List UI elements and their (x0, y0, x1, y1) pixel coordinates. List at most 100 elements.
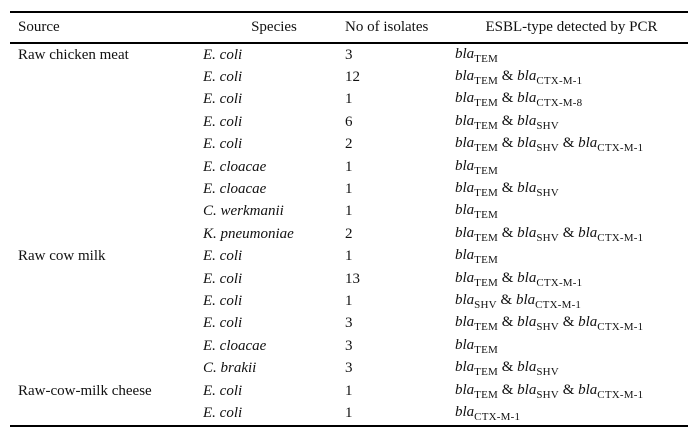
cell-isolates: 1 (345, 158, 353, 175)
col-header-source: Source (10, 12, 203, 44)
cell-source (10, 178, 203, 200)
cell-isolates: 1 (345, 91, 353, 108)
gene-bla: bla (455, 247, 475, 264)
gene-subscript: CTX-M-1 (597, 388, 644, 401)
cell-source (10, 201, 203, 223)
cell-esbl: blaTEM (455, 335, 688, 357)
gene-separator: & (498, 269, 518, 286)
table-row: E. cloacae 3 blaTEM (10, 335, 688, 357)
cell-esbl: blaTEM & blaSHV & blaCTX-M-1 (455, 313, 688, 335)
cell-species: E. cloacae (203, 158, 267, 175)
table-row: C. brakii 3 blaTEM & blaSHV (10, 357, 688, 379)
gene-subscript: CTX-M-1 (597, 231, 644, 244)
gene-subscript: SHV (536, 187, 559, 200)
gene-subscript: SHV (536, 388, 559, 401)
cell-isolates: 1 (345, 203, 353, 220)
table-row: E. coli 1 blaTEM & blaCTX-M-8 (10, 89, 688, 111)
table-row: E. coli 13 blaTEM & blaCTX-M-1 (10, 268, 688, 290)
gene-subscript: CTX-M-1 (536, 276, 583, 289)
gene-subscript: TEM (474, 276, 498, 289)
cell-species: E. cloacae (203, 181, 267, 198)
gene-separator: & (498, 224, 518, 241)
gene-separator: & (498, 381, 518, 398)
cell-source (10, 313, 203, 335)
cell-source (10, 156, 203, 178)
gene-separator: & (558, 314, 579, 331)
table-row: E. coli 3 blaTEM & blaSHV & blaCTX-M-1 (10, 313, 688, 335)
gene-subscript: TEM (474, 231, 498, 244)
gene-bla: bla (455, 180, 475, 197)
cell-esbl: blaTEM (455, 201, 688, 223)
cell-isolates: 13 (345, 270, 360, 287)
cell-species: E. coli (203, 248, 243, 265)
cell-species: E. coli (203, 136, 243, 153)
gene-bla: bla (455, 336, 475, 353)
gene-separator: & (498, 359, 518, 376)
cell-esbl: blaTEM & blaCTX-M-8 (455, 89, 688, 111)
table-row: Raw cow milk E. coli 1 blaTEM (10, 246, 688, 268)
table-row: E. coli 12 blaTEM & blaCTX-M-1 (10, 66, 688, 88)
gene-bla: bla (578, 224, 598, 241)
table-body: Raw chicken meat E. coli 3 blaTEM E. coli 12 b… (10, 43, 688, 426)
gene-separator: & (558, 224, 579, 241)
cell-isolates: 1 (345, 181, 353, 198)
gene-bla: bla (455, 112, 475, 129)
gene-bla: bla (517, 112, 537, 129)
gene-subscript: SHV (536, 231, 559, 244)
cell-source: Raw chicken meat (18, 46, 129, 63)
gene-bla: bla (455, 68, 475, 85)
gene-bla: bla (517, 269, 537, 286)
esbl-isolates-table: Source Species No of isolates ESBL-type … (10, 11, 688, 427)
cell-isolates: 1 (345, 382, 353, 399)
gene-subscript: SHV (474, 298, 497, 311)
col-header-species: Species (203, 12, 345, 44)
gene-subscript: TEM (474, 254, 498, 267)
cell-species: E. coli (203, 404, 243, 421)
cell-esbl: blaTEM (455, 156, 688, 178)
table-header-row: Source Species No of isolates ESBL-type … (10, 12, 688, 44)
gene-subscript: CTX-M-1 (597, 321, 644, 334)
gene-separator: & (498, 314, 518, 331)
cell-source (10, 335, 203, 357)
gene-separator: & (498, 180, 518, 197)
gene-subscript: TEM (474, 142, 498, 155)
gene-subscript: CTX-M-1 (474, 410, 521, 423)
cell-esbl: blaTEM & blaSHV (455, 178, 688, 200)
gene-separator: & (498, 68, 518, 85)
gene-subscript: TEM (474, 164, 498, 177)
gene-bla: bla (455, 291, 475, 308)
cell-isolates: 1 (345, 404, 353, 421)
cell-esbl: blaSHV & blaCTX-M-1 (455, 290, 688, 312)
col-header-esbl: ESBL-type detected by PCR (455, 12, 688, 44)
cell-species: E. coli (203, 382, 243, 399)
gene-bla: bla (517, 381, 537, 398)
gene-subscript: CTX-M-8 (536, 97, 583, 110)
cell-source (10, 223, 203, 245)
cell-esbl: blaTEM & blaSHV & blaCTX-M-1 (455, 223, 688, 245)
gene-subscript: TEM (474, 366, 498, 379)
cell-isolates: 3 (345, 315, 353, 332)
gene-subscript: CTX-M-1 (535, 298, 582, 311)
table-row: Raw chicken meat E. coli 3 blaTEM (10, 43, 688, 66)
gene-bla: bla (455, 403, 475, 420)
gene-subscript: TEM (474, 187, 498, 200)
gene-bla: bla (455, 359, 475, 376)
table-row: K. pneumoniae 2 blaTEM & blaSHV & blaCTX-M… (10, 223, 688, 245)
gene-subscript: SHV (536, 366, 559, 379)
cell-species: E. coli (203, 69, 243, 86)
gene-subscript: CTX-M-1 (597, 142, 644, 155)
cell-isolates: 1 (345, 292, 353, 309)
gene-bla: bla (455, 269, 475, 286)
gene-bla: bla (578, 135, 598, 152)
gene-subscript: CTX-M-1 (536, 75, 583, 88)
gene-bla: bla (517, 68, 537, 85)
gene-bla: bla (455, 202, 475, 219)
gene-bla: bla (455, 224, 475, 241)
gene-bla: bla (578, 314, 598, 331)
gene-subscript: SHV (536, 321, 559, 334)
cell-esbl: blaTEM & blaSHV (455, 357, 688, 379)
gene-bla: bla (517, 224, 537, 241)
gene-subscript: SHV (536, 119, 559, 132)
cell-esbl: blaTEM & blaCTX-M-1 (455, 268, 688, 290)
table-row: E. coli 1 blaCTX-M-1 (10, 402, 688, 425)
